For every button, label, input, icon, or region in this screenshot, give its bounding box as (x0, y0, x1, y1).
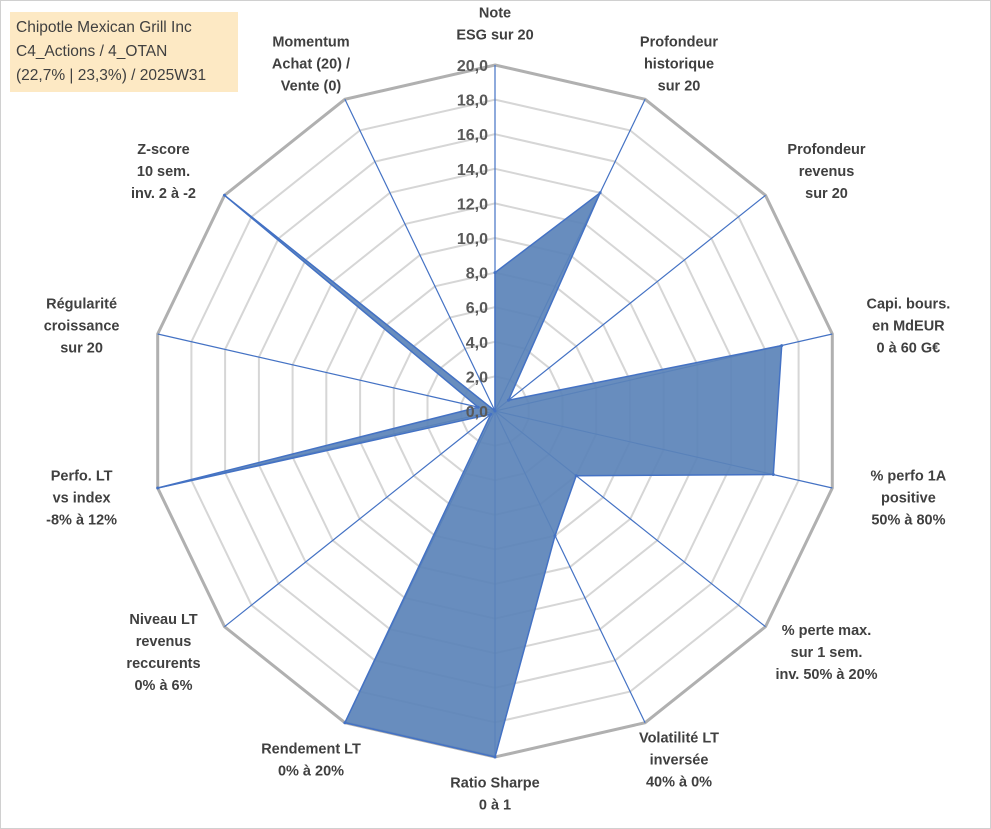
axis-spoke (224, 410, 496, 628)
tick-label: 2,0 (466, 369, 488, 386)
company-name: Chipotle Mexican Grill Inc (16, 19, 192, 36)
axis-label: Vente (0) (281, 79, 342, 95)
performance-info: (22,7% | 23,3%) / 2025W31 (16, 67, 207, 84)
axis-label: Ratio Sharpe (450, 776, 539, 792)
tick-label: 14,0 (457, 162, 488, 179)
tick-label: 10,0 (457, 231, 488, 248)
axis-label: Momentum (272, 35, 349, 51)
tick-label: 6,0 (466, 300, 488, 317)
axis-label: Volatilité LT (639, 730, 719, 746)
axis-label: Capi. bours. (867, 297, 951, 313)
axis-label: Note (479, 6, 511, 22)
series-layer (156, 190, 784, 759)
axis-label: Rendement LT (261, 741, 361, 757)
axis-label: inv. 2 à -2 (131, 186, 196, 202)
portfolio-info: C4_Actions / 4_OTAN (16, 43, 168, 60)
info-box: Chipotle Mexican Grill Inc C4_Actions / … (10, 12, 238, 92)
tick-label: 16,0 (457, 127, 488, 144)
tick-layer: 0,0 2,0 4,0 6,0 8,0 10,0 12,0 14,0 16,0 18,0 20,0 (457, 58, 488, 421)
axis-label: % perte max. (782, 623, 871, 639)
axis-label: ESG sur 20 (456, 28, 533, 44)
data-point (598, 191, 602, 195)
axis-label: 10 sem. (137, 164, 190, 180)
data-point (507, 398, 510, 402)
axis-label: 0% à 6% (134, 678, 192, 694)
tick-label: 0,0 (466, 404, 488, 421)
axis-label: en MdEUR (872, 319, 945, 335)
data-point (780, 344, 784, 348)
axis-label: 0% à 20% (278, 763, 344, 779)
axis-label: Achat (20) / (272, 57, 350, 73)
axis-label: 40% à 0% (646, 774, 712, 790)
axis-label-layer: Note ESG sur 20 Profondeur historique sur 20… (44, 6, 951, 814)
data-point (493, 271, 497, 275)
data-point (493, 409, 497, 413)
data-point (574, 474, 578, 478)
data-point (476, 405, 480, 409)
tick-label: 20,0 (457, 58, 488, 75)
axis-label: revenus (136, 634, 192, 650)
axis-label: sur 20 (805, 186, 848, 202)
data-point (493, 755, 497, 759)
axis-label: revenus (799, 164, 855, 180)
axis-label: sur 1 sem. (791, 645, 863, 661)
axis-label: positive (881, 490, 936, 506)
axis-label: croissance (44, 319, 120, 335)
tick-label: 18,0 (457, 93, 488, 110)
axis-label: historique (644, 57, 714, 73)
axis-label: reccurents (126, 656, 200, 672)
axis-label: Profondeur (640, 35, 718, 51)
axis-spoke (157, 333, 496, 412)
axis-label: vs index (53, 490, 111, 506)
axis-spoke (344, 99, 496, 412)
axis-label: Régularité (46, 297, 117, 313)
axis-label: 0 à 60 G€ (877, 341, 941, 357)
axis-label: 50% à 80% (871, 512, 945, 528)
data-point (156, 486, 160, 490)
axis-label: 0 à 1 (479, 798, 511, 814)
axis-label: sur 20 (60, 341, 103, 357)
data-point (489, 412, 493, 416)
axis-label: inversée (650, 752, 709, 768)
data-point (771, 473, 775, 476)
axis-label: inv. 50% à 20% (775, 667, 877, 683)
data-point (553, 534, 557, 538)
axis-label: Z-score (137, 142, 189, 158)
axis-label: Perfo. LT (51, 468, 113, 484)
tick-label: 8,0 (466, 266, 488, 283)
axis-label: sur 20 (658, 79, 701, 95)
axis-spoke (494, 194, 766, 412)
tick-label: 12,0 (457, 196, 488, 213)
tick-label: 4,0 (466, 335, 488, 352)
axis-label: -8% à 12% (46, 512, 117, 528)
data-point (223, 193, 226, 197)
axis-label: Niveau LT (129, 612, 197, 628)
data-point (343, 721, 347, 725)
axis-label: % perfo 1A (871, 468, 947, 484)
axis-label: Profondeur (787, 142, 865, 158)
